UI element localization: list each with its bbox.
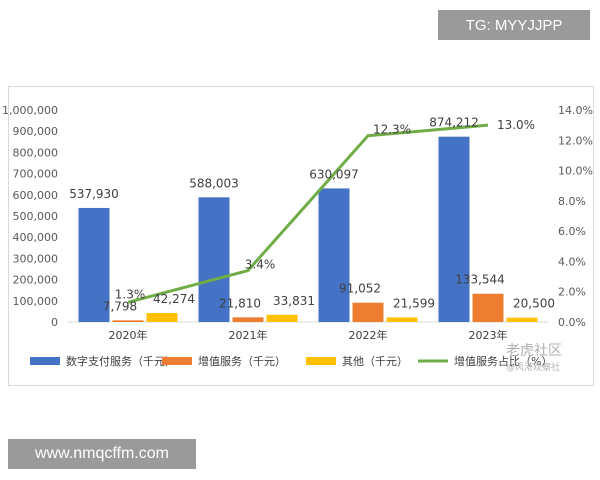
bar-data-label: 588,003 — [189, 176, 239, 190]
y-right-tick-label: 14.0% — [558, 104, 593, 117]
bar-data-label: 537,930 — [69, 187, 119, 201]
bar-data-label: 33,831 — [273, 294, 315, 308]
legend-label: 增值服务（千元） — [198, 354, 286, 368]
y-right-tick-label: 10.0% — [558, 165, 593, 178]
y-right-tick-label: 12.0% — [558, 134, 593, 147]
bar-2 — [112, 320, 144, 322]
legend-swatch — [30, 357, 60, 365]
x-tick-label: 2022年 — [349, 328, 388, 342]
watermark-top: TG: MYYJJPP — [438, 10, 590, 40]
line-data-label: 3.4% — [245, 258, 276, 272]
y-left-tick-label: 100,000 — [13, 295, 59, 308]
bar-data-label: 91,052 — [339, 282, 381, 296]
y-left-tick-label: 800,000 — [13, 146, 59, 159]
legend-label: 数字支付服务（千元） — [66, 354, 176, 368]
line-data-label: 13.0% — [497, 118, 535, 132]
bar-1 — [318, 188, 350, 322]
y-right-tick-label: 8.0% — [558, 195, 586, 208]
y-right-tick-label: 2.0% — [558, 286, 586, 299]
x-tick-label: 2021年 — [229, 328, 268, 342]
y-left-tick-label: 500,000 — [13, 210, 59, 223]
line-data-label: 1.3% — [115, 287, 146, 301]
bar-3 — [266, 314, 298, 322]
brand-watermark: 老虎社区 @风港观察社 — [506, 340, 562, 373]
bar-2 — [352, 302, 384, 322]
legend-label: 其他（千元） — [342, 355, 408, 368]
y-left-tick-label: 900,000 — [13, 125, 59, 138]
bar-data-label: 20,500 — [513, 297, 555, 311]
bar-1 — [198, 197, 230, 322]
y-left-tick-label: 700,000 — [13, 168, 59, 181]
y-left-tick-label: 200,000 — [13, 274, 59, 287]
bar-1 — [78, 207, 110, 322]
y-right-tick-label: 6.0% — [558, 225, 586, 238]
bar-1 — [438, 136, 470, 322]
bar-data-label: 7,798 — [103, 299, 137, 313]
y-right-tick-label: 4.0% — [558, 255, 586, 268]
bar-data-label: 630,097 — [309, 167, 359, 181]
bar-3 — [146, 313, 178, 322]
bar-data-label: 42,274 — [153, 292, 195, 306]
x-tick-label: 2023年 — [469, 328, 508, 342]
y-left-tick-label: 0 — [51, 316, 58, 329]
brand-watermark-sub: @风港观察社 — [506, 363, 561, 373]
legend-swatch — [306, 357, 336, 365]
x-tick-label: 2020年 — [109, 328, 148, 342]
bar-2 — [232, 317, 264, 322]
y-right-tick-label: 0.0% — [558, 316, 586, 329]
bar-3 — [386, 317, 418, 322]
bar-data-label: 874,212 — [429, 116, 479, 130]
y-left-tick-label: 600,000 — [13, 189, 59, 202]
series-line — [127, 123, 489, 304]
bar-2 — [472, 293, 504, 322]
bar-data-label: 21,810 — [219, 296, 261, 310]
y-left-tick-label: 400,000 — [13, 231, 59, 244]
legend-swatch — [162, 357, 192, 365]
watermark-bottom: www.nmqcffm.com — [8, 439, 196, 469]
brand-watermark-main: 老虎社区 — [506, 343, 562, 359]
bar-data-label: 21,599 — [393, 296, 435, 310]
y-left-tick-label: 1,000,000 — [2, 104, 58, 117]
y-left-tick-label: 300,000 — [13, 252, 59, 265]
bar-3 — [506, 317, 538, 322]
legend-label: 增值服务占比（%） — [454, 354, 552, 368]
line-data-label: 12.3% — [373, 123, 411, 137]
bar-data-label: 133,544 — [455, 273, 505, 287]
